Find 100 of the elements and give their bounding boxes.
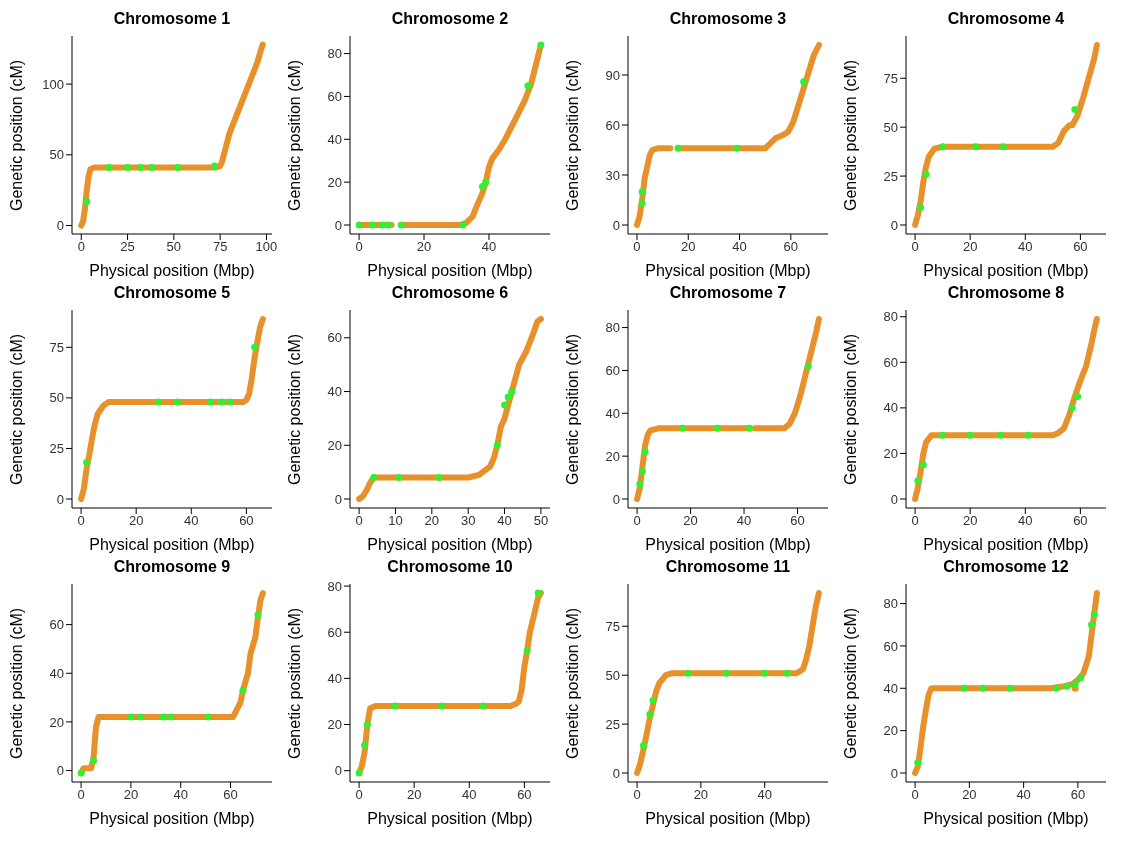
point: [966, 431, 974, 439]
point: [646, 710, 654, 718]
x-tick-label: 40: [184, 513, 199, 529]
point: [537, 41, 545, 49]
x-axis-title: Physical position (Mbp): [645, 810, 811, 827]
point: [1090, 610, 1098, 618]
point: [127, 713, 135, 721]
y-tick-label: 0: [56, 491, 64, 507]
y-tick-label: 25: [605, 716, 620, 732]
point: [159, 713, 167, 721]
x-tick-label: 60: [517, 787, 532, 803]
x-tick-label: 0: [355, 239, 363, 255]
x-axis-title: Physical position (Mbp): [923, 262, 1089, 279]
point: [684, 669, 692, 677]
point: [979, 684, 987, 692]
point: [395, 474, 403, 482]
point: [1024, 431, 1032, 439]
point: [745, 424, 753, 432]
y-tick-label: 50: [605, 667, 620, 683]
point: [211, 162, 219, 170]
x-tick-label: 0: [911, 787, 919, 803]
point: [355, 769, 363, 777]
x-tick-label: 40: [481, 239, 497, 255]
x-tick-label: 0: [633, 513, 641, 529]
point: [999, 143, 1007, 151]
x-tick-label: 60: [223, 787, 238, 803]
chart-title: Chromosome 10: [386, 557, 514, 577]
point: [939, 431, 947, 439]
x-tick-label: 75: [212, 239, 228, 255]
x-tick-label: 20: [424, 513, 440, 529]
x-axis-title: Physical position (Mbp): [923, 810, 1089, 827]
point: [638, 188, 646, 196]
point: [363, 721, 371, 729]
point: [174, 164, 182, 172]
y-axis-title: Genetic position (cM): [841, 607, 859, 759]
point: [174, 398, 182, 406]
point: [919, 461, 927, 469]
x-tick-label: 0: [911, 513, 919, 529]
y-tick-label: 60: [883, 638, 898, 654]
point: [800, 78, 808, 86]
point: [638, 199, 646, 207]
x-tick-label: 40: [1018, 513, 1033, 529]
x-tick-label: 40: [1018, 239, 1033, 255]
x-tick-label: 20: [962, 787, 977, 803]
y-tick-label: 25: [49, 441, 64, 457]
x-tick-label: 60: [790, 513, 805, 529]
point: [1052, 684, 1060, 692]
y-tick-label: 40: [327, 384, 342, 400]
point: [83, 197, 91, 205]
x-tick-label: 0: [355, 787, 363, 803]
chart-title: Chromosome 11: [664, 557, 792, 577]
point: [1071, 680, 1079, 688]
x-tick-label: 40: [462, 787, 477, 803]
x-tick-label: 20: [693, 787, 709, 803]
y-tick-label: 0: [56, 763, 64, 779]
y-axis-title: Genetic position (cM): [841, 59, 859, 211]
x-tick-label: 40: [757, 787, 772, 803]
point: [804, 362, 812, 370]
y-tick-label: 90: [605, 67, 620, 83]
chart-title: Chromosome 1: [112, 9, 232, 29]
point: [713, 424, 721, 432]
x-tick-label: 60: [239, 513, 254, 529]
x-tick-label: 20: [128, 513, 144, 529]
point: [504, 393, 512, 401]
x-tick-label: 40: [173, 787, 188, 803]
y-tick-label: 80: [605, 320, 620, 336]
y-tick-label: 0: [334, 491, 342, 507]
y-tick-label: 30: [605, 167, 620, 183]
y-axis-title: Genetic position (cM): [563, 59, 581, 211]
y-tick-label: 60: [327, 624, 342, 640]
y-tick-label: 0: [334, 763, 342, 779]
x-tick-label: 0: [633, 239, 641, 255]
x-tick-label: 30: [460, 513, 476, 529]
point: [1006, 684, 1014, 692]
y-tick-label: 0: [612, 765, 620, 781]
x-tick-label: 60: [1070, 787, 1086, 803]
y-tick-label: 75: [49, 339, 64, 355]
point: [523, 647, 531, 655]
point: [1063, 682, 1071, 690]
x-tick-label: 100: [255, 239, 278, 255]
y-axis-title: Genetic position (cM): [285, 333, 303, 485]
point: [459, 221, 467, 229]
point: [226, 398, 234, 406]
point: [218, 398, 226, 406]
point: [1074, 392, 1082, 400]
x-axis-title: Physical position (Mbp): [89, 810, 255, 827]
chart-title: Chromosome 8: [946, 283, 1066, 303]
point: [761, 669, 769, 677]
y-tick-label: 80: [883, 596, 898, 612]
y-tick-label: 50: [883, 119, 898, 135]
point: [148, 164, 156, 172]
point: [167, 713, 175, 721]
y-tick-label: 50: [49, 390, 64, 406]
x-tick-label: 20: [416, 239, 432, 255]
point: [83, 459, 91, 467]
point: [508, 388, 516, 396]
point: [391, 702, 399, 710]
y-tick-label: 40: [327, 131, 342, 147]
point: [479, 702, 487, 710]
point: [939, 143, 947, 151]
